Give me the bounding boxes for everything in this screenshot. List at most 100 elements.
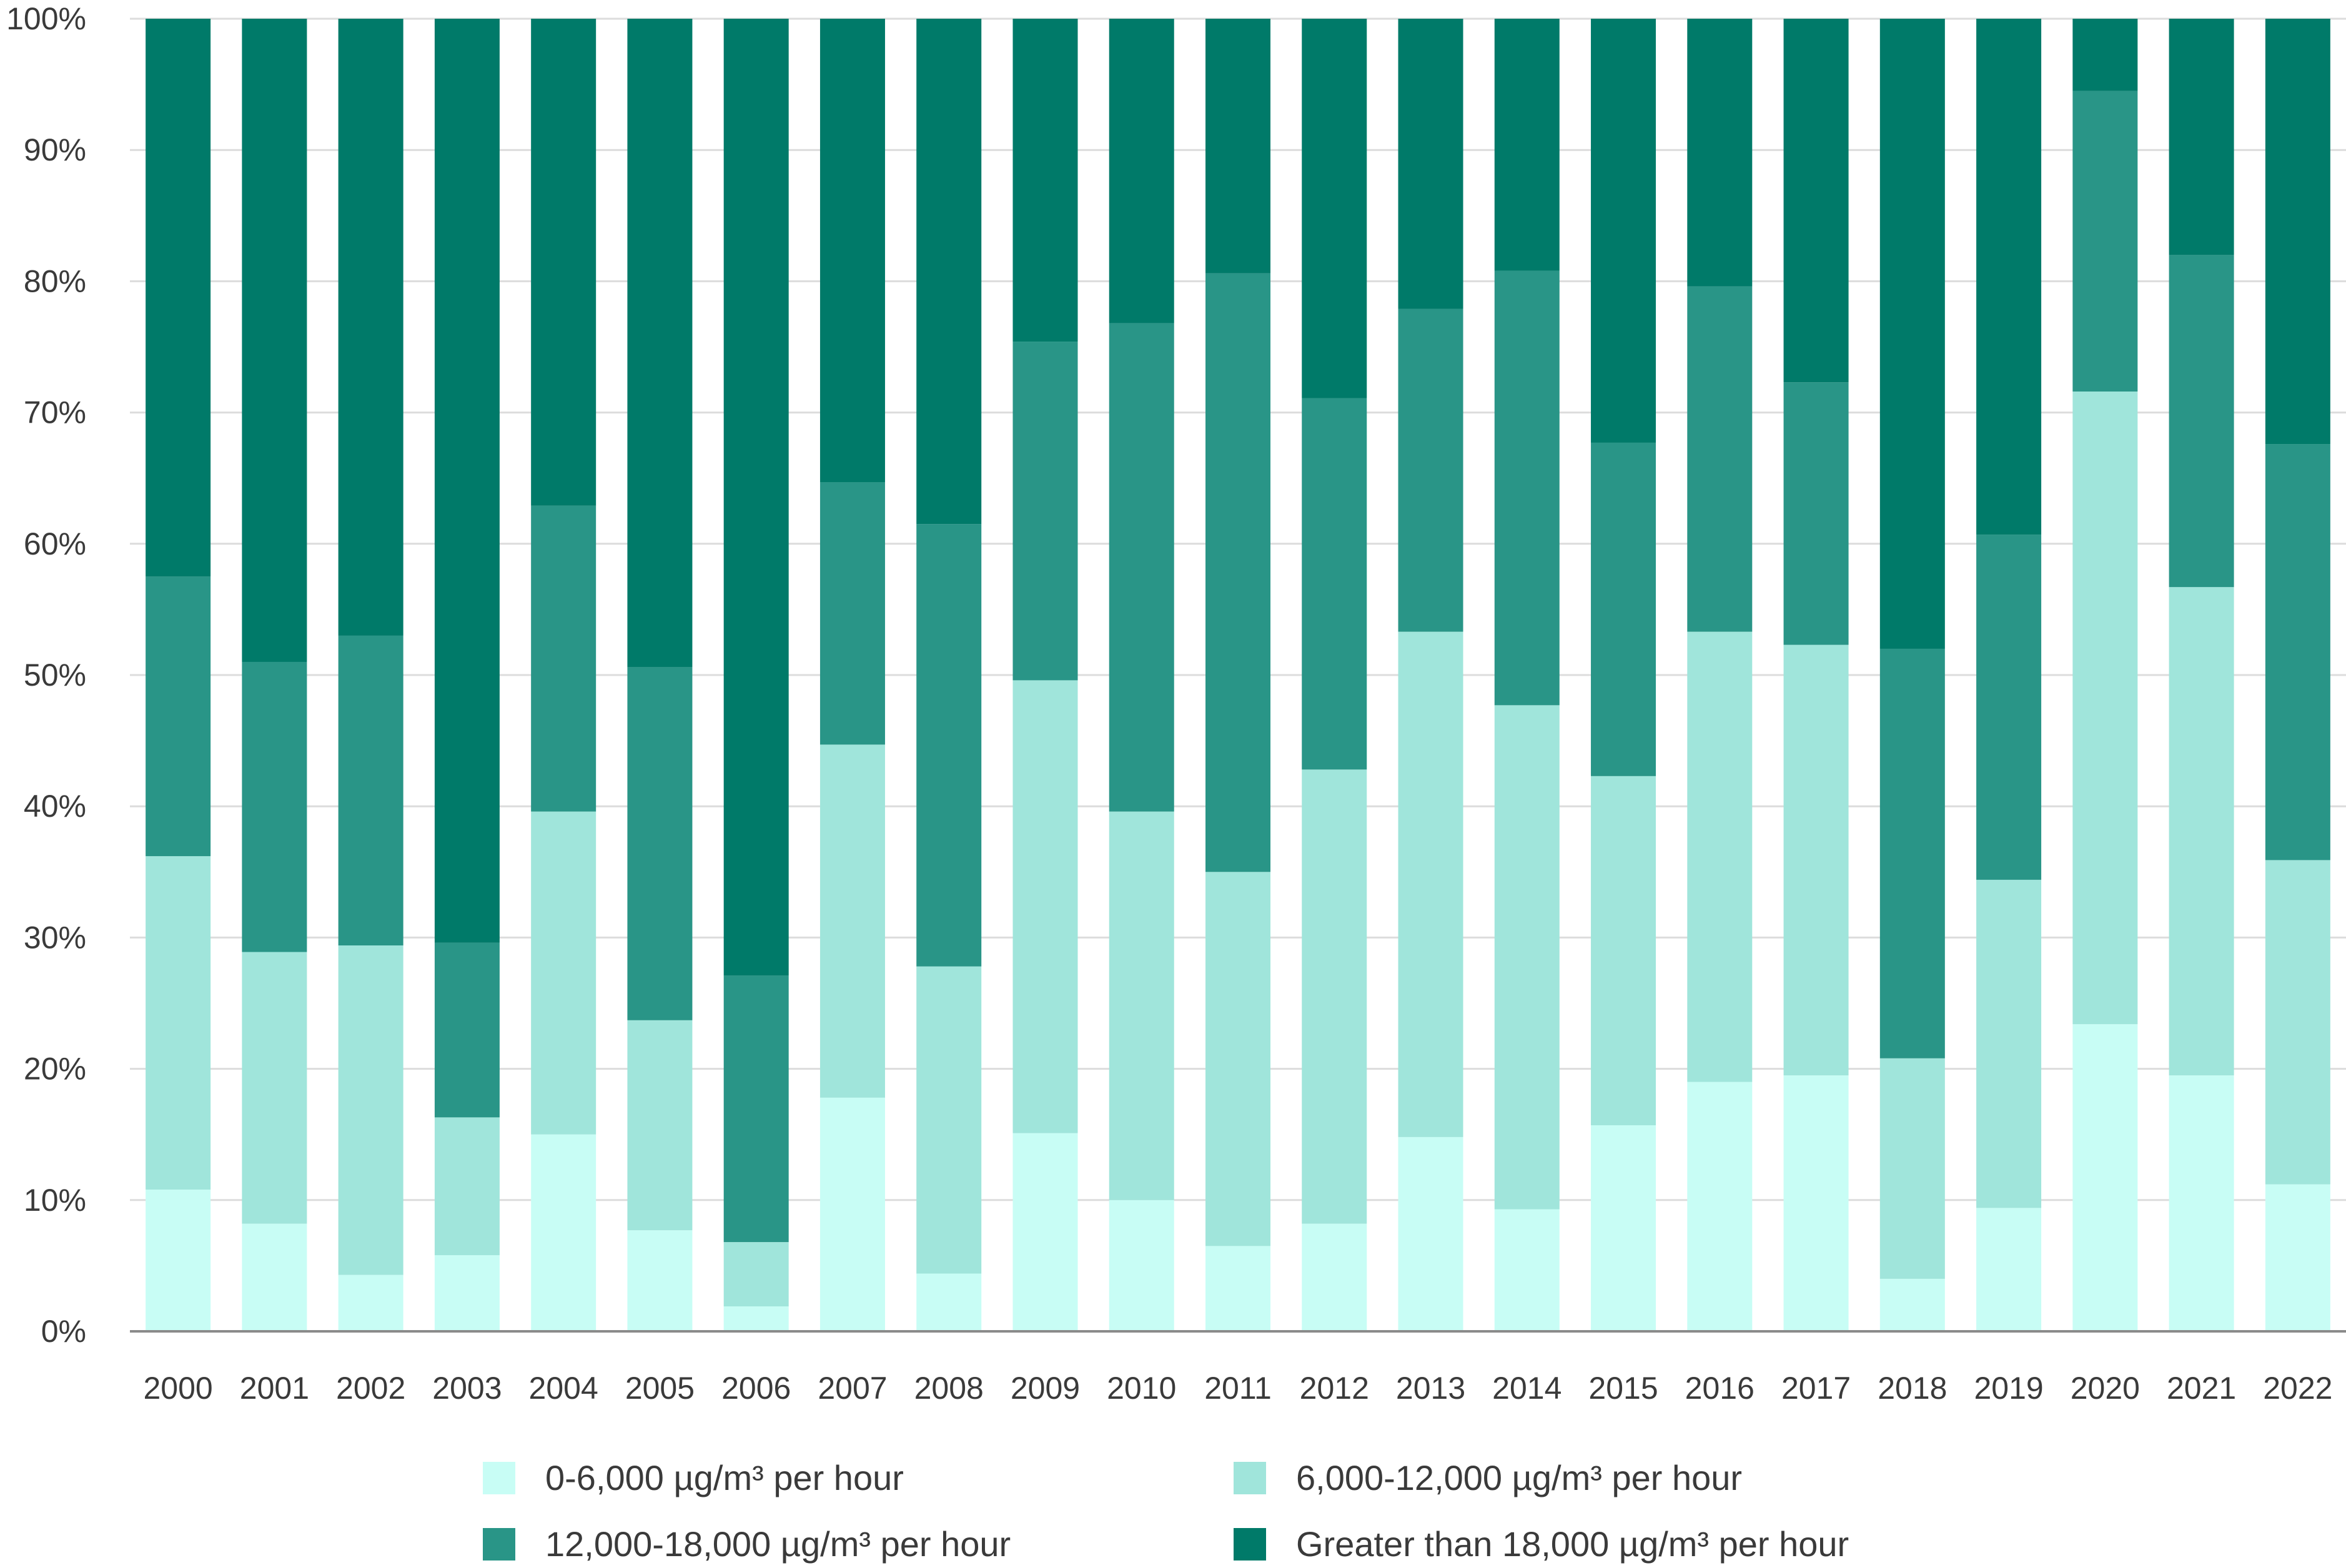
x-tick-label: 2016 (1685, 1371, 1755, 1406)
bar-segment-2000-series-3 (146, 576, 211, 857)
bar-segment-2009-series-2 (1012, 680, 1078, 1133)
bar-segment-2013-series-3 (1398, 308, 1463, 632)
bar-segment-2002-series-3 (338, 635, 403, 946)
bar-segment-2010-series-3 (1109, 323, 1174, 812)
legend-swatch (1234, 1528, 1266, 1561)
x-tick-label: 2021 (2167, 1371, 2236, 1406)
legend-swatch (483, 1528, 515, 1561)
bar-segment-2014-series-4 (1494, 19, 1560, 271)
x-tick-label: 2001 (240, 1371, 309, 1406)
legend-label: 12,000-18,000 µg/m³ per hour (545, 1524, 1011, 1564)
bar-segment-2003-series-2 (434, 1117, 500, 1256)
x-axis: 2000 2001 2002 2003 2004 2005 2006 2007 2008 2009… (130, 1330, 2346, 1406)
bar-segment-2015-series-1 (1591, 1125, 1656, 1331)
bar-segment-2012-series-2 (1302, 769, 1367, 1224)
bar-segment-2017-series-2 (1783, 644, 1849, 1076)
bar-segment-2008-series-1 (916, 1273, 982, 1331)
bar-segment-2005-series-3 (627, 667, 693, 1020)
y-tick-label: 20% (24, 1052, 86, 1087)
bar-segment-2000-series-4 (146, 19, 211, 577)
bar-segment-2009-series-4 (1012, 19, 1078, 342)
bar-segment-2002-series-2 (338, 945, 403, 1275)
bar-segment-2020-series-2 (2072, 391, 2138, 1025)
bar-segment-2016-series-3 (1687, 286, 1753, 632)
legend: 0-6,000 µg/m³ per hour 6,000-12,000 µg/m³… (483, 1458, 1849, 1564)
bar-segment-2000-series-2 (146, 856, 211, 1190)
bar-segment-2016-series-4 (1687, 19, 1753, 287)
bar-segment-2021-series-3 (2169, 255, 2234, 588)
x-tick-label: 2012 (1300, 1371, 1369, 1406)
bar-segment-2021-series-2 (2169, 587, 2234, 1076)
bar-segment-2008-series-3 (916, 524, 982, 967)
bar-segment-2020-series-4 (2072, 19, 2138, 91)
y-tick-label: 80% (24, 264, 86, 298)
bar-segment-2001-series-2 (242, 952, 307, 1224)
x-tick-label: 2007 (818, 1371, 887, 1406)
x-tick-label: 2003 (432, 1371, 502, 1406)
legend-swatch (483, 1462, 515, 1494)
bar-segment-2018-series-3 (1879, 648, 1945, 1058)
bar-segment-2004-series-3 (531, 505, 596, 812)
bar-segment-2019-series-1 (1976, 1208, 2042, 1331)
bar-segment-2008-series-2 (916, 966, 982, 1274)
bar-segment-2009-series-3 (1012, 342, 1078, 681)
y-tick-label: 10% (24, 1183, 86, 1218)
bar-segment-2016-series-2 (1687, 631, 1753, 1082)
bar-segment-2001-series-4 (242, 19, 307, 662)
bar-segment-2017-series-1 (1783, 1075, 1849, 1331)
bar-segment-2003-series-3 (434, 942, 500, 1118)
bar-segment-2004-series-4 (531, 19, 596, 506)
bar-segment-2013-series-4 (1398, 19, 1463, 309)
y-tick-label: 0% (41, 1314, 86, 1349)
bars (146, 19, 2330, 1331)
legend-label: 6,000-12,000 µg/m³ per hour (1296, 1458, 1742, 1497)
y-tick-label: 60% (24, 526, 86, 561)
legend-item: Greater than 18,000 µg/m³ per hour (1234, 1524, 1849, 1564)
bar-segment-2010-series-2 (1109, 811, 1174, 1200)
bar-segment-2003-series-1 (434, 1255, 500, 1331)
legend-item: 6,000-12,000 µg/m³ per hour (1234, 1458, 1742, 1497)
bar-segment-2015-series-3 (1591, 442, 1656, 776)
bar-segment-2007-series-1 (819, 1097, 885, 1331)
bar-segment-2017-series-4 (1783, 19, 1849, 383)
legend-label: Greater than 18,000 µg/m³ per hour (1296, 1524, 1849, 1564)
bar-segment-2003-series-4 (434, 19, 500, 943)
bar-segment-2020-series-1 (2072, 1024, 2138, 1331)
bar-segment-2007-series-3 (819, 482, 885, 745)
bar-segment-2022-series-1 (2265, 1184, 2330, 1331)
bar-segment-2013-series-1 (1398, 1137, 1463, 1331)
bar-segment-2007-series-2 (819, 744, 885, 1098)
bar-segment-2015-series-2 (1591, 776, 1656, 1125)
bar-segment-2022-series-4 (2265, 19, 2330, 445)
bar-segment-2010-series-1 (1109, 1200, 1174, 1331)
bar-segment-2015-series-4 (1591, 19, 1656, 443)
x-tick-label: 2010 (1107, 1371, 1176, 1406)
bar-segment-2001-series-1 (242, 1223, 307, 1331)
x-tick-label: 2009 (1011, 1371, 1080, 1406)
y-tick-label: 90% (24, 132, 86, 167)
bar-segment-2022-series-2 (2265, 860, 2330, 1185)
bar-segment-2001-series-3 (242, 661, 307, 952)
bar-segment-2005-series-1 (627, 1230, 693, 1331)
bar-segment-2004-series-1 (531, 1134, 596, 1331)
bar-segment-2012-series-4 (1302, 19, 1367, 398)
bar-segment-2018-series-1 (1879, 1278, 1945, 1331)
bar-segment-2010-series-4 (1109, 19, 1174, 323)
legend-item: 12,000-18,000 µg/m³ per hour (483, 1524, 1011, 1564)
legend-swatch (1234, 1462, 1266, 1494)
bar-segment-2011-series-3 (1205, 273, 1270, 872)
bar-segment-2017-series-3 (1783, 382, 1849, 645)
y-tick-label: 50% (24, 658, 86, 693)
y-tick-label: 70% (24, 395, 86, 430)
bar-segment-2006-series-4 (723, 19, 789, 976)
bar-segment-2014-series-2 (1494, 705, 1560, 1210)
bar-segment-2012-series-3 (1302, 398, 1367, 770)
y-tick-label: 40% (24, 789, 86, 824)
bar-segment-2002-series-1 (338, 1275, 403, 1331)
bar-segment-2005-series-4 (627, 19, 693, 668)
bar-segment-2013-series-2 (1398, 631, 1463, 1137)
x-tick-label: 2014 (1492, 1371, 1562, 1406)
x-tick-label: 2000 (144, 1371, 213, 1406)
